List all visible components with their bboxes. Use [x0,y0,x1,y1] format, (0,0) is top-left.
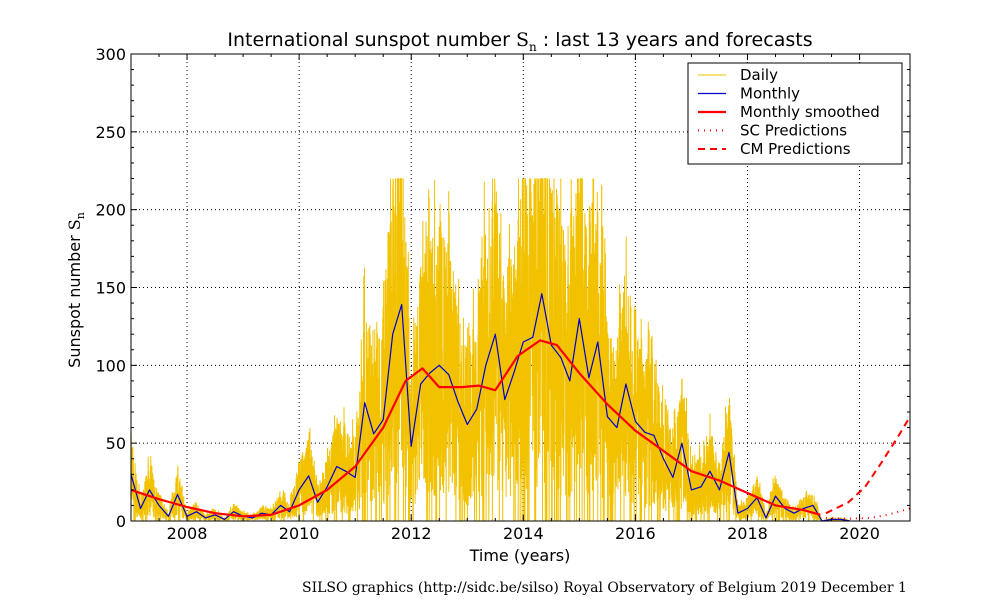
cm-prediction-line [825,416,911,515]
legend-box [687,62,903,165]
y-tick-label: 100 [95,356,126,375]
x-tick-label: 2018 [727,524,768,543]
chart-title: International sunspot number Sn : last 1… [227,29,812,54]
y-axis-label-subscript: n [74,212,87,219]
legend-label: Monthly smoothed [740,103,880,121]
x-tick-label: 2020 [839,524,880,543]
y-axis-label-symbol: S [65,219,84,230]
legend-label: Daily [740,66,778,84]
y-tick-label: 250 [95,123,126,142]
y-tick-label: 300 [95,45,126,64]
x-tick-label: 2010 [279,524,320,543]
monthly-line [130,293,851,522]
axis-ticks: 2008 2010 2012 2014 2016 2018 2020 0 50 100 150 200… [95,45,910,543]
y-axis-label: Sunspot number Sn [65,212,87,368]
y-tick-label: 200 [95,201,126,220]
y-tick-label: 0 [116,512,126,531]
legend-label: SC Predictions [740,122,847,140]
chart-title-symbol: S [516,29,529,51]
x-tick-label: 2014 [503,524,544,543]
y-axis-label-main: Sunspot number [65,230,84,368]
smoothed-line [130,339,821,518]
chart-title-rest: : last 13 years and forecasts [537,29,813,51]
y-tick-label: 50 [106,434,126,453]
legend-label: Monthly [740,85,800,103]
chart-title-main: International sunspot number [227,29,516,51]
footer-credit: SILSO graphics (http://sidc.be/silso) Ro… [302,580,907,596]
line-series [130,293,911,522]
x-tick-label: 2008 [167,524,208,543]
x-tick-label: 2012 [391,524,432,543]
y-tick-label: 150 [95,279,126,298]
x-axis-label: Time (years) [469,546,571,565]
legend-label: CM Predictions [740,140,851,158]
chart-title-subscript: n [529,40,537,54]
x-tick-label: 2016 [615,524,656,543]
sc-prediction-line [825,507,911,520]
